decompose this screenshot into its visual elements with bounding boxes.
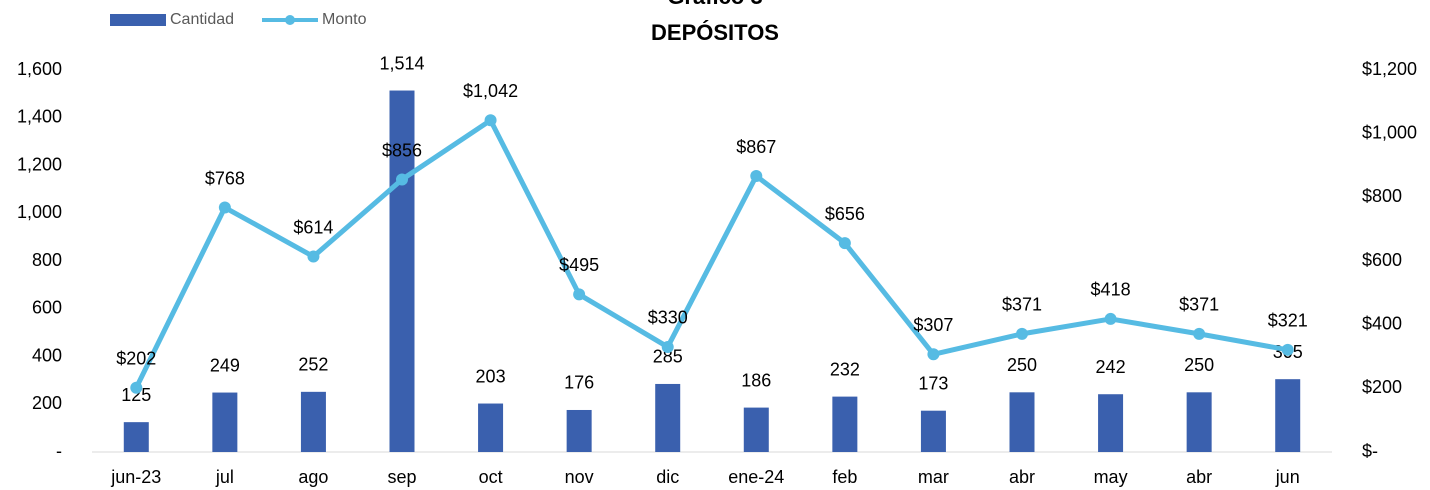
bar-value-label: 176 [564,373,594,393]
bar-value-label: 250 [1184,355,1214,375]
line-marker [1104,312,1117,325]
bar [832,396,858,452]
line [134,117,1289,389]
line-value-label: $614 [293,217,333,237]
bar [123,422,149,452]
bar [1275,379,1301,452]
line-marker [838,237,851,250]
x-tick-label: nov [565,467,594,487]
y-tick-label: 1,400 [17,107,62,127]
bar-value-label: 242 [1096,357,1126,377]
x-tick-label: feb [832,467,857,487]
x-tick-label: ago [298,467,328,487]
bar [478,403,504,452]
bar-value-label: 250 [1007,355,1037,375]
y-tick-label: 1,600 [17,59,62,79]
bar-value-label: 173 [918,373,948,393]
x-tick-label: mar [918,467,949,487]
y-tick-label: 1,200 [17,154,62,174]
x-tick-label: jun [1275,467,1300,487]
line-marker [218,201,231,214]
bar-value-label: 125 [121,385,151,405]
y2-tick-label: $1,000 [1362,122,1417,142]
legend-marker [285,15,295,25]
x-tick-label: abr [1186,467,1212,487]
line-marker [130,381,143,394]
bar [743,407,769,452]
y-tick-label: 800 [32,250,62,270]
bar-value-label: 186 [741,370,771,390]
y2-tick-label: $200 [1362,377,1402,397]
bar-value-label: 1,514 [379,53,424,73]
y2-tick-label: $600 [1362,250,1402,270]
x-tick-label: dic [656,467,679,487]
bar [300,391,326,452]
bar-value-label: 232 [830,359,860,379]
x-tick-label: sep [387,467,416,487]
line-value-label: $321 [1268,311,1308,331]
y-tick-label: 600 [32,298,62,318]
line-value-label: $307 [913,315,953,335]
chart-title: Gráfico 3 [667,0,762,9]
bar [1186,392,1212,452]
y-tick-label: 200 [32,393,62,413]
line-value-label: $656 [825,204,865,224]
line-marker [750,170,763,183]
line-marker [484,114,497,127]
y-tick-label: 1,000 [17,202,62,222]
line-value-label: $495 [559,255,599,275]
bar [389,90,415,452]
line-value-label: $856 [382,140,422,160]
bar [1098,394,1124,452]
line-marker [396,173,408,186]
line-marker [661,340,674,353]
bar-value-label: 252 [298,355,328,375]
line-value-label: $330 [648,308,688,328]
bar [920,410,946,452]
bar [1009,392,1035,452]
bar-value-label: 285 [653,347,683,367]
legend-label: Cantidad [170,11,234,28]
x-tick-label: ene-24 [728,467,784,487]
legend-label: Monto [322,11,367,28]
y-tick-label: 400 [32,345,62,365]
bar-value-label: 249 [210,355,240,375]
line-marker [573,288,586,301]
line-value-label: $202 [116,348,156,368]
line-marker [927,348,940,361]
y2-tick-label: $- [1362,441,1378,461]
line-value-label: $867 [736,137,776,157]
bar-value-label: 203 [476,366,506,386]
y-tick-label: - [56,441,62,461]
line-value-label: $371 [1179,295,1219,315]
line-value-label: $418 [1091,280,1131,300]
line-value-label: $768 [205,168,245,188]
chart-subtitle: DEPÓSITOS [651,20,779,45]
y2-tick-label: $1,200 [1362,59,1417,79]
line-value-label: $1,042 [463,81,518,101]
x-tick-label: may [1094,467,1128,487]
line-marker [1281,343,1294,356]
bar [655,383,681,452]
y2-tick-label: $400 [1362,313,1402,333]
line-marker [1193,327,1206,340]
line-value-label: $371 [1002,295,1042,315]
x-tick-label: abr [1009,467,1035,487]
legend-swatch [110,14,166,26]
x-tick-label: oct [479,467,503,487]
line-marker [1016,327,1028,340]
y2-tick-label: $800 [1362,186,1402,206]
x-tick-label: jul [215,467,234,487]
bar [566,409,592,452]
line-marker [307,250,320,263]
bar [212,392,238,452]
x-tick-label: jun-23 [110,467,161,487]
